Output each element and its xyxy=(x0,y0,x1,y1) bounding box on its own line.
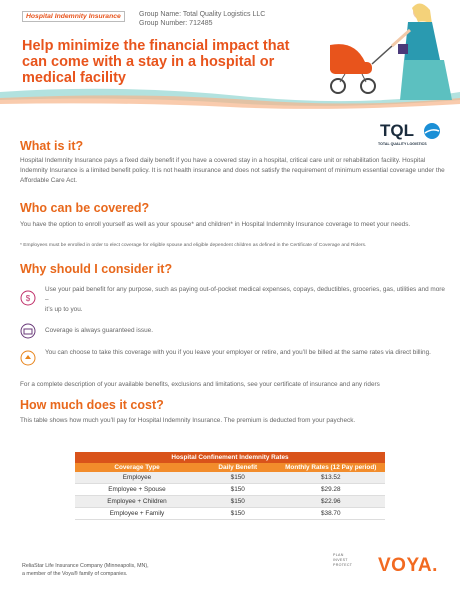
table-cell: $150 xyxy=(199,507,277,520)
footer-member: a member of the Voya® family of companie… xyxy=(22,571,128,577)
bullet: it’s up to you. xyxy=(45,306,83,313)
paragraph: Hospital Indemnity Insurance pays a fixe… xyxy=(20,157,445,184)
slogan: PLAN xyxy=(333,553,344,557)
table-row: Employee + Family $150 $38.70 xyxy=(75,507,385,520)
brand-logo: VOYA. xyxy=(378,555,438,576)
group-number: Group Number: 712485 xyxy=(139,20,213,27)
slogan: INVEST xyxy=(333,558,348,562)
section-heading: What is it? xyxy=(20,139,84,153)
logo-tagline: TOTAL QUALITY LOGISTICS xyxy=(378,142,427,146)
section-heading: Who can be covered? xyxy=(20,201,150,215)
table-cell: Employee + Family xyxy=(75,507,199,520)
table-cell: $150 xyxy=(199,472,277,484)
table-title: Hospital Confinement Indemnity Rates xyxy=(75,452,385,463)
column-header: Coverage Type xyxy=(75,463,199,472)
bullet: You can choose to take this coverage wit… xyxy=(45,349,431,356)
table-cell: Employee xyxy=(75,472,199,484)
icon-check xyxy=(20,323,36,339)
headline: Help minimize the financial impact that … xyxy=(22,38,290,86)
icon-portable xyxy=(20,350,36,366)
table-cell: Employee + Spouse xyxy=(75,483,199,496)
footnote: * Employees must be enrolled in order to… xyxy=(20,243,367,248)
table-row: Employee + Spouse $150 $29.28 xyxy=(75,483,385,496)
column-header: Monthly Rates (12 Pay period) xyxy=(276,463,385,472)
icon-money: $ xyxy=(20,290,36,306)
table-cell: $22.96 xyxy=(276,495,385,508)
table-cell: Employee + Children xyxy=(75,495,199,508)
column-header: Daily Benefit xyxy=(199,463,277,472)
table-cell: $38.70 xyxy=(276,507,385,520)
svg-text:$: $ xyxy=(26,294,31,303)
bullet: Coverage is always guaranteed issue. xyxy=(45,327,153,334)
table-cell: $150 xyxy=(199,483,277,496)
bullet: Use your paid benefit for any purpose, s… xyxy=(45,286,445,303)
group-name: Group Name: Total Quality Logistics LLC xyxy=(139,11,266,18)
section-heading: Why should I consider it? xyxy=(20,262,173,276)
table-row: Employee $150 $13.52 xyxy=(75,472,385,484)
paragraph: This table shows how much you’ll pay for… xyxy=(20,417,356,424)
table-cell: $13.52 xyxy=(276,472,385,484)
section-heading: How much does it cost? xyxy=(20,398,164,412)
table-cell: $29.28 xyxy=(276,483,385,496)
logo-globe xyxy=(424,123,440,139)
logo-mark: TQL xyxy=(380,121,414,140)
table-cell: $150 xyxy=(199,495,277,508)
rates-table: Hospital Confinement Indemnity Rates Cov… xyxy=(75,452,385,520)
footer-company: ReliaStar Life Insurance Company (Minnea… xyxy=(22,563,149,569)
table-row: Employee + Children $150 $22.96 xyxy=(75,495,385,508)
paragraph: You have the option to enroll yourself a… xyxy=(20,221,411,228)
product-tag: Hospital Indemnity Insurance xyxy=(22,11,125,22)
slogan: PROTECT xyxy=(333,563,353,567)
paragraph: For a complete description of your avail… xyxy=(20,381,380,388)
header-art xyxy=(0,3,460,109)
